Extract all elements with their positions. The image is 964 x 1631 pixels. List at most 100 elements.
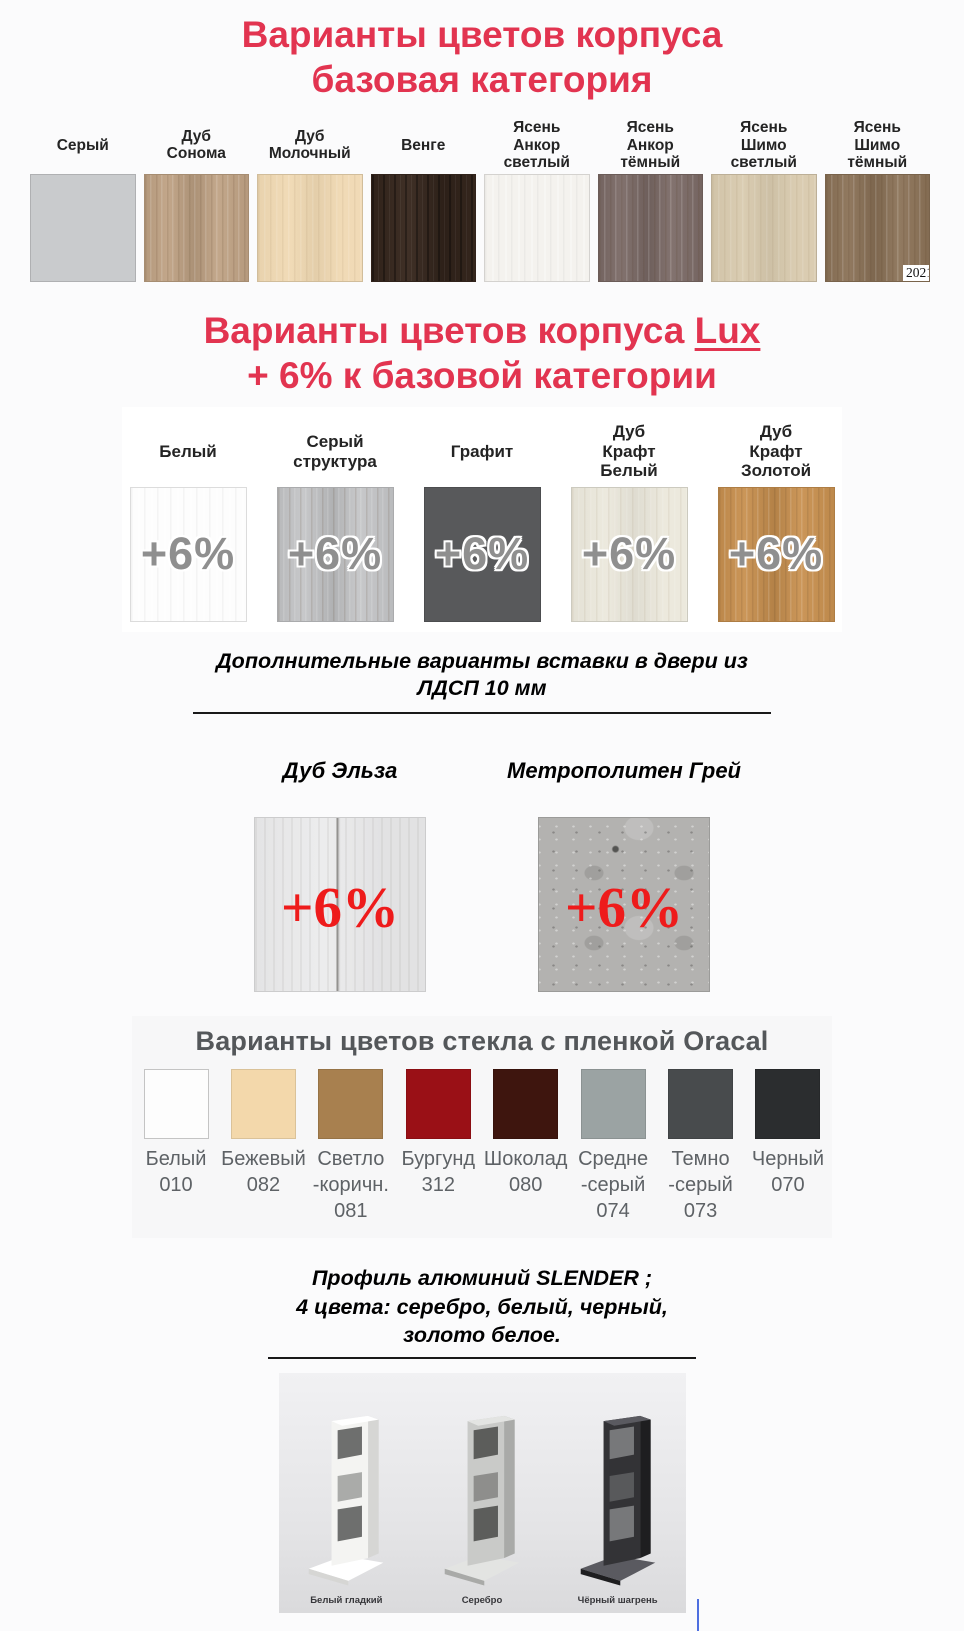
lux-title-lux: Lux [694, 310, 761, 352]
color-swatch [143, 174, 249, 283]
lux-color-option: Графит +6% [423, 419, 541, 622]
swatch-label: Черный 070 [751, 1148, 825, 1196]
profile-item: Чёрный шагрень [562, 1409, 674, 1606]
base-color-option: Ясень Шимо тёмный 2021 [824, 118, 930, 283]
swatch-label: Серый структура [293, 431, 377, 471]
insert-label: Дуб Эльза [282, 758, 398, 784]
oracal-swatch-row: Белый 010 Бежевый 082 Светло -коричн. 08… [136, 1069, 828, 1224]
color-swatch: +6% [717, 486, 835, 622]
base-color-option: Дуб Сонома [143, 118, 249, 283]
oracal-color-option: Черный 070 [748, 1069, 828, 1224]
oracal-title: Варианты цветов стекла с пленкой Oracal [195, 1026, 769, 1057]
profile-item: Серебро [426, 1409, 538, 1606]
text-cursor [696, 1599, 699, 1631]
swatch-label: Венге [401, 136, 446, 154]
swatch-label: Серый [56, 136, 109, 154]
color-swatch [30, 174, 136, 283]
insert-swatch: +6% [254, 817, 426, 993]
color-swatch [143, 1069, 209, 1140]
swatch-label: Ясень Анкор светлый [503, 119, 570, 171]
base-section-title: Варианты цветов корпуса базовая категори… [241, 14, 723, 101]
oracal-color-option: Шоколад 080 [483, 1069, 568, 1224]
aluminum-profile-icon [309, 1416, 384, 1586]
swatch-label: Шоколад 080 [483, 1148, 568, 1196]
watermark-year: 2021 [903, 265, 930, 282]
swatch-label: Дуб Молочный [268, 127, 351, 163]
color-swatch: +6% [423, 486, 541, 622]
color-swatch: 2021 [824, 174, 930, 283]
section-door-inserts: Дополнительные варианты вставки в двери … [0, 648, 964, 993]
color-swatch [318, 1069, 384, 1140]
color-swatch: +6% [129, 486, 247, 622]
color-swatch [755, 1069, 821, 1140]
insert-option: Метрополитен Грей +6% [507, 758, 741, 993]
base-color-option: Ясень Шимо светлый [711, 118, 817, 283]
profile-label: Серебро [461, 1595, 503, 1607]
swatch-label: Ясень Шимо тёмный [847, 119, 908, 171]
swatch-label: Темно -серый 073 [668, 1148, 733, 1222]
oracal-color-option: Бургунд 312 [398, 1069, 478, 1224]
divider-line [193, 712, 771, 715]
lux-section-title: Варианты цветов корпуса Lux + 6% к базов… [0, 308, 964, 398]
lux-title-line2: + 6% к базовой категории [247, 355, 717, 397]
profile-photo: Белый гладкий Серебро Чёрный шагрень [278, 1373, 699, 1631]
surcharge-badge: +6% [581, 528, 677, 579]
swatch-label: Ясень Шимо светлый [730, 119, 797, 171]
color-swatch: +6% [276, 486, 394, 622]
oracal-color-option: Светло -коричн. 081 [311, 1069, 391, 1224]
base-color-option: Венге [370, 118, 476, 283]
color-swatch [257, 174, 363, 283]
base-color-option: Ясень Анкор светлый [484, 118, 590, 283]
color-swatch [370, 174, 476, 283]
profile-item: Белый гладкий [290, 1409, 402, 1606]
swatch-label: Белый 010 [145, 1148, 207, 1196]
swatch-label: Графит [450, 441, 514, 461]
oracal-color-option: Темно -серый 073 [661, 1069, 741, 1224]
surcharge-badge: +6% [287, 528, 383, 579]
swatch-label: Дуб Сонома [166, 127, 226, 163]
base-swatch-row: Серый Дуб Сонома Дуб Молочный Венге Ясен… [30, 118, 930, 283]
color-swatch [493, 1069, 559, 1140]
swatch-label: Средне -серый 074 [578, 1148, 649, 1222]
base-color-option: Серый [30, 118, 136, 283]
aluminum-profile-icon [580, 1416, 655, 1586]
swatch-label: Белый [159, 441, 217, 461]
color-swatch [711, 174, 817, 283]
oracal-color-option: Средне -серый 074 [573, 1069, 653, 1224]
swatch-label: Бежевый 082 [221, 1148, 306, 1196]
inserts-row: Дуб Эльза +6% Метрополитен Грей +6% [0, 758, 964, 993]
profile-label: Чёрный шагрень [577, 1595, 658, 1607]
swatch-label: Дуб Крафт Золотой [740, 421, 812, 481]
profile-label: Белый гладкий [310, 1595, 383, 1607]
lux-swatch-row: Белый +6% Серый структура +6% Графит +6%… [128, 419, 836, 622]
lux-color-option: Дуб Крафт Белый +6% [570, 419, 688, 622]
insert-label: Метрополитен Грей [507, 758, 741, 784]
color-swatch [230, 1069, 296, 1140]
surcharge-badge: +6% [565, 876, 683, 940]
section-lux-colors: Варианты цветов корпуса Lux + 6% к базов… [0, 308, 964, 632]
color-swatch [580, 1069, 646, 1140]
insert-option: Дуб Эльза +6% [254, 758, 426, 993]
surcharge-badge: +6% [434, 528, 530, 579]
swatch-label: Светло -коричн. 081 [312, 1148, 389, 1222]
section-oracal-glass: Варианты цветов стекла с пленкой Oracal … [132, 1016, 832, 1239]
color-swatch [597, 174, 703, 283]
surcharge-badge: +6% [281, 876, 399, 940]
color-swatch [668, 1069, 734, 1140]
divider-line [268, 1357, 696, 1360]
lux-title-text: Варианты цветов корпуса [203, 310, 695, 352]
swatch-label: Ясень Анкор тёмный [620, 119, 681, 171]
inserts-heading: Дополнительные варианты вставки в двери … [216, 648, 748, 701]
section-profile: Профиль алюминий SLENDER ; 4 цвета: сере… [0, 1264, 964, 1631]
color-swatch [405, 1069, 471, 1140]
surcharge-badge: +6% [728, 528, 824, 579]
oracal-color-option: Бежевый 082 [221, 1069, 306, 1224]
base-color-option: Ясень Анкор тёмный [597, 118, 703, 283]
swatch-label: Дуб Крафт Белый [600, 421, 658, 481]
color-swatch: +6% [570, 486, 688, 622]
base-color-option: Дуб Молочный [257, 118, 363, 283]
swatch-label: Бургунд 312 [401, 1148, 476, 1196]
lux-color-option: Белый +6% [129, 419, 247, 622]
lux-panel: Белый +6% Серый структура +6% Графит +6%… [122, 406, 842, 632]
aluminum-profile-icon [444, 1416, 520, 1586]
